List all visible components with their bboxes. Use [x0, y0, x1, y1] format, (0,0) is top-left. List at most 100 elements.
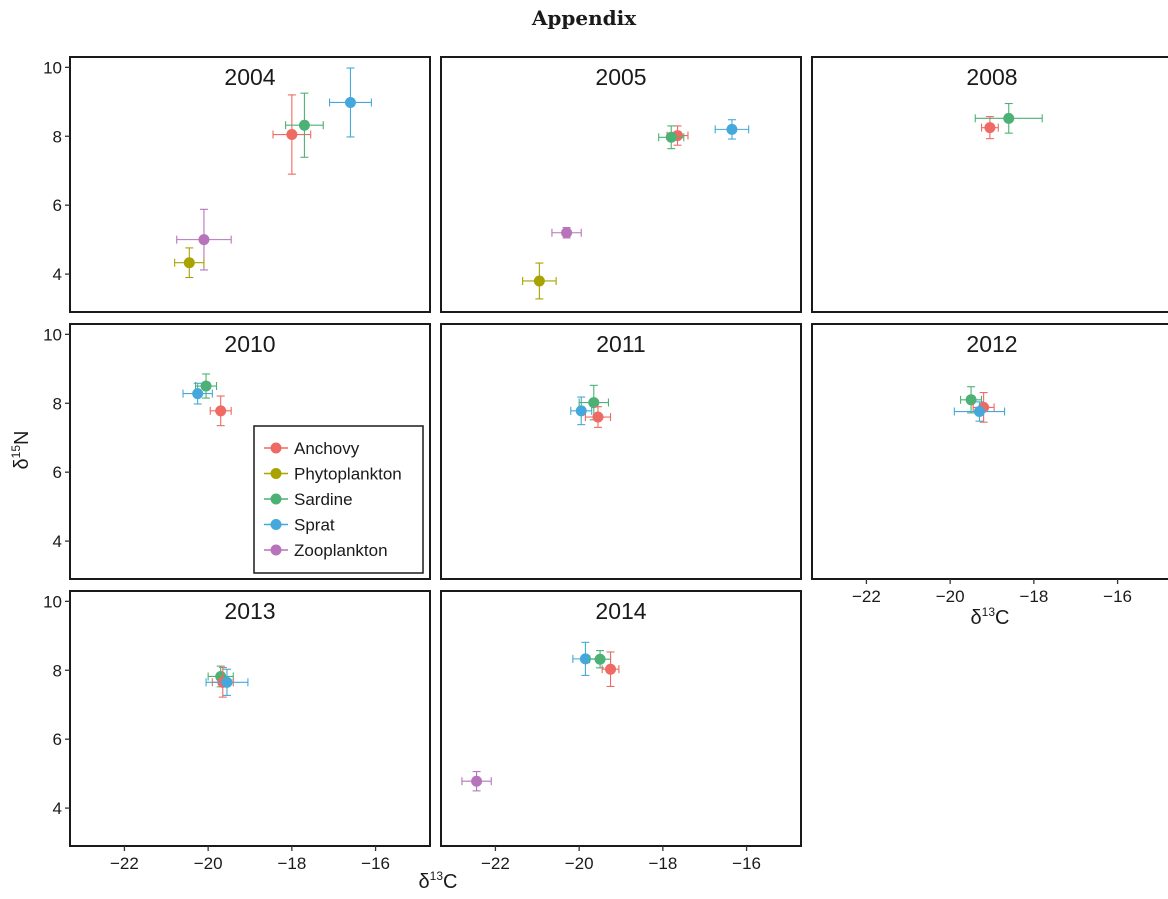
data-point: [592, 411, 604, 423]
x-tick-label: −20: [194, 854, 223, 873]
point-sprat: [953, 401, 1006, 422]
panel-2008: 2008: [811, 56, 1168, 313]
y-tick-label: 4: [53, 265, 62, 284]
data-point: [533, 275, 545, 287]
legend-label: Anchovy: [294, 439, 360, 458]
point-sprat: [328, 67, 372, 138]
data-point: [198, 234, 210, 246]
point-zooplankton: [551, 227, 582, 239]
data-point: [965, 394, 977, 406]
data-point: [200, 380, 212, 392]
panel-title: 2014: [595, 598, 646, 624]
data-point: [575, 405, 587, 417]
x-tick-label: −18: [648, 854, 677, 873]
point-sprat: [570, 396, 593, 426]
legend-label: Sardine: [294, 490, 353, 509]
y-tick-label: 6: [53, 196, 62, 215]
y-axis-label: δ15N: [9, 431, 33, 470]
legend-entry-phytoplankton: Phytoplankton: [264, 465, 402, 484]
point-sardine: [974, 102, 1043, 134]
panel-border: [811, 56, 1168, 313]
panel-title: 2008: [966, 64, 1017, 90]
panel-title: 2013: [224, 598, 275, 624]
legend-swatch: [270, 544, 282, 556]
y-tick-label: 10: [43, 58, 62, 77]
data-point: [588, 397, 600, 409]
x-tick-label: −18: [277, 854, 306, 873]
legend-swatch: [270, 519, 282, 530]
legend-label: Phytoplankton: [294, 465, 402, 484]
data-point: [298, 119, 310, 131]
panel-2011: 2011: [440, 323, 802, 580]
data-point: [344, 96, 356, 108]
panel-2014: 2014 −22 −20 −18 −16: [440, 590, 802, 873]
x-tick-label: −16: [1103, 587, 1132, 606]
y-tick-label: 10: [43, 592, 62, 611]
panel-border: [440, 590, 802, 847]
panel-2013: 2013 4 6 8 10 −22 −20 −18 −16: [43, 590, 431, 873]
panel-border: [440, 56, 802, 313]
point-anchovy: [980, 116, 999, 140]
x-axis-label-2012: δ13C: [971, 605, 1010, 629]
panel-title: 2012: [966, 331, 1017, 357]
legend-entry-zooplankton: Zooplankton: [264, 541, 388, 560]
legend-label: Zooplankton: [294, 541, 388, 560]
legend-swatch: [270, 442, 282, 454]
point-sardine: [960, 386, 983, 414]
point-phytoplankton: [522, 262, 557, 300]
panel-title: 2010: [224, 331, 275, 357]
point-anchovy: [272, 94, 312, 175]
data-point: [605, 663, 617, 675]
panel-2010: 2010 4 6 8 10 Anchovy Phytoplankton Sardine Spra…: [43, 323, 431, 580]
panel-border: [69, 590, 431, 847]
x-axis-label: δ13C: [419, 869, 458, 893]
data-point: [594, 653, 606, 665]
panel-border: [440, 323, 802, 580]
data-point: [561, 227, 573, 239]
panel-2005: 2005: [440, 56, 802, 313]
data-point: [726, 123, 738, 135]
panel-title: 2005: [595, 64, 646, 90]
data-point: [183, 257, 195, 269]
panel-title: 2004: [224, 64, 275, 90]
data-point: [286, 129, 298, 141]
data-point: [471, 775, 483, 787]
x-tick-label: −22: [481, 854, 510, 873]
y-tick-label: 4: [53, 532, 62, 551]
data-point: [973, 406, 985, 418]
point-zooplankton: [176, 208, 232, 271]
x-tick-label: −18: [1019, 587, 1048, 606]
point-anchovy: [584, 406, 612, 428]
panel-2004: 2004 4 6 8 10: [43, 56, 431, 313]
legend: Anchovy Phytoplankton Sardine Sprat Zooplank…: [253, 425, 424, 574]
x-tick-label: −16: [732, 854, 761, 873]
data-point: [221, 676, 233, 688]
point-sardine: [195, 373, 218, 399]
panel-border: [811, 323, 1168, 580]
point-sprat: [714, 119, 750, 140]
y-tick-label: 8: [53, 394, 62, 413]
x-tick-label: −16: [361, 854, 390, 873]
point-sardine: [285, 92, 324, 158]
x-tick-label: −22: [852, 587, 881, 606]
y-tick-label: 10: [43, 325, 62, 344]
point-sprat: [205, 668, 249, 696]
panel-border: [69, 56, 431, 313]
legend-label: Sprat: [294, 516, 335, 535]
data-point: [192, 388, 204, 400]
point-anchovy: [209, 395, 232, 427]
panel-2012: 2012 −22 −20 −18 −16: [811, 323, 1168, 606]
data-point: [215, 405, 227, 417]
point-sardine: [658, 125, 685, 150]
legend-entry-anchovy: Anchovy: [264, 439, 360, 458]
point-anchovy: [601, 651, 620, 688]
legend-swatch: [270, 468, 282, 479]
data-point: [579, 653, 591, 665]
y-tick-label: 8: [53, 661, 62, 680]
page-title: Appendix: [531, 6, 637, 30]
legend-swatch: [270, 493, 282, 505]
legend-entry-sardine: Sardine: [264, 490, 353, 509]
y-tick-label: 6: [53, 463, 62, 482]
legend-entry-sprat: Sprat: [264, 516, 335, 535]
